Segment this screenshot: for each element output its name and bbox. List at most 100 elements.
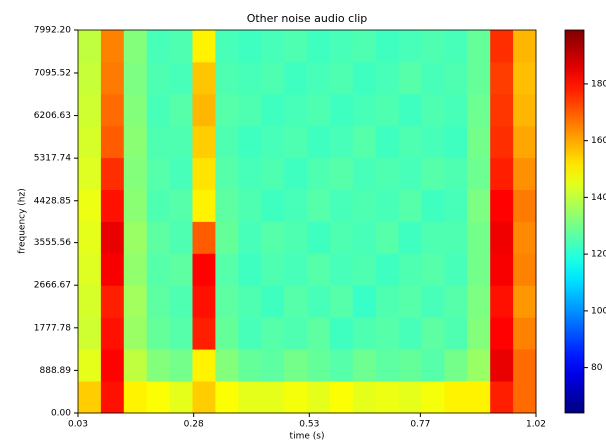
- heatmap-cell: [513, 381, 537, 414]
- heatmap-cell: [100, 317, 125, 350]
- heatmap-cell: [284, 221, 308, 254]
- heatmap-cell: [375, 317, 399, 350]
- heatmap-cell: [467, 317, 491, 350]
- heatmap-cell: [421, 285, 445, 318]
- heatmap-cell: [261, 349, 285, 382]
- heatmap-cell: [169, 61, 193, 95]
- heatmap-cell: [169, 317, 193, 350]
- heatmap-cell: [78, 189, 102, 222]
- heatmap-cell: [100, 253, 125, 286]
- heatmap-cell: [192, 125, 216, 159]
- colorbar-tick-label: 180: [591, 79, 606, 89]
- heatmap-cell: [490, 157, 514, 190]
- x-tick-label: 0.53: [299, 420, 319, 430]
- heatmap-cell: [421, 253, 445, 286]
- heatmap-cell: [192, 349, 216, 382]
- heatmap-cell: [513, 349, 537, 382]
- heatmap-cell: [284, 157, 308, 190]
- heatmap-cell: [192, 381, 216, 414]
- heatmap-cell: [398, 317, 422, 350]
- heatmap-cell: [329, 189, 354, 222]
- colorbar-tick-label: 80: [591, 363, 603, 373]
- heatmap-cell: [261, 157, 285, 190]
- heatmap-cell: [490, 30, 514, 63]
- heatmap-cell: [123, 285, 148, 318]
- heatmap-cell: [284, 189, 308, 222]
- heatmap-cell: [100, 285, 125, 318]
- heatmap-cell: [215, 157, 239, 190]
- plot-frame: [77, 29, 537, 414]
- heatmap-cell: [261, 317, 285, 350]
- heatmap-cell: [284, 93, 308, 127]
- heatmap-cell: [146, 93, 170, 127]
- heatmap-cell: [513, 253, 537, 286]
- heatmap-cell: [490, 317, 514, 350]
- y-tick-label: 6206.63: [34, 111, 71, 121]
- heatmap-cell: [375, 30, 399, 63]
- heatmap-cell: [238, 317, 262, 350]
- heatmap-cell: [444, 317, 468, 350]
- colorbar-tick-label: 100: [591, 306, 606, 316]
- heatmap-cell: [169, 221, 193, 254]
- heatmap-cell: [444, 125, 468, 159]
- heatmap-cell: [238, 189, 262, 222]
- heatmap-cell: [78, 285, 102, 318]
- heatmap-cell: [398, 30, 422, 63]
- heatmap-cell: [329, 349, 354, 382]
- chart-title: Other noise audio clip: [247, 12, 368, 25]
- heatmap-cell: [284, 30, 308, 63]
- heatmap-cell: [375, 157, 399, 190]
- heatmap-cell: [100, 93, 125, 127]
- heatmap-cell: [215, 125, 239, 159]
- heatmap-cell: [261, 125, 285, 159]
- heatmap-cell: [467, 189, 491, 222]
- heatmap-cell: [467, 285, 491, 318]
- heatmap-cell: [467, 381, 491, 414]
- heatmap-cell: [352, 30, 377, 63]
- heatmap-cell: [78, 349, 102, 382]
- heatmap-cell: [146, 285, 170, 318]
- heatmap-cell: [238, 93, 262, 127]
- heatmap-cell: [169, 349, 193, 382]
- heatmap-cell: [123, 253, 148, 286]
- heatmap-cell: [146, 317, 170, 350]
- heatmap-cell: [169, 285, 193, 318]
- colorbar-tick-label: 140: [591, 193, 606, 203]
- heatmap-cell: [329, 285, 354, 318]
- heatmap-cell: [329, 30, 354, 63]
- heatmap-cell: [123, 349, 148, 382]
- heatmap-cell: [398, 189, 422, 222]
- heatmap-cell: [78, 381, 102, 414]
- heatmap-cell: [192, 189, 216, 222]
- heatmap-cell: [513, 317, 537, 350]
- heatmap-cell: [444, 253, 468, 286]
- heatmap-cell: [146, 61, 170, 95]
- heatmap-cell: [261, 61, 285, 95]
- heatmap-cell: [329, 253, 354, 286]
- heatmap-cell: [307, 189, 331, 222]
- heatmap-cell: [490, 61, 514, 95]
- heatmap-cell: [421, 125, 445, 159]
- y-tick-label: 3555.56: [34, 238, 71, 248]
- heatmap-cell: [307, 93, 331, 127]
- heatmap-cell: [375, 93, 399, 127]
- heatmap-cell: [192, 253, 216, 286]
- heatmap-cell: [215, 317, 239, 350]
- heatmap-cell: [100, 61, 125, 95]
- heatmap-cell: [123, 61, 148, 95]
- heatmap-cell: [421, 221, 445, 254]
- heatmap-cell: [421, 381, 445, 414]
- heatmap-cell: [329, 157, 354, 190]
- heatmap-cell: [467, 61, 491, 95]
- heatmap-cell: [78, 253, 102, 286]
- heatmap-cell: [490, 285, 514, 318]
- heatmap-cell: [513, 157, 537, 190]
- heatmap-cell: [307, 349, 331, 382]
- heatmap-cell: [238, 381, 262, 414]
- heatmap-cell: [352, 253, 377, 286]
- heatmap-cell: [329, 61, 354, 95]
- heatmap-cell: [398, 125, 422, 159]
- heatmap-cell: [238, 285, 262, 318]
- heatmap-cell: [146, 381, 170, 414]
